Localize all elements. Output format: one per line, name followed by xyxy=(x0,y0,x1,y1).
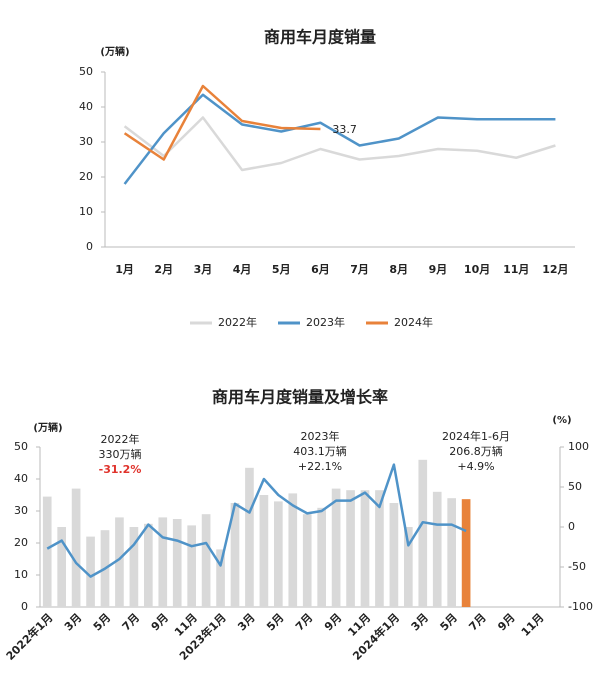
bar xyxy=(144,523,153,607)
x-tick-label: 11月 xyxy=(503,263,529,276)
y-tick-label: 0 xyxy=(86,240,93,253)
legend-label: 2024年 xyxy=(394,315,433,329)
x-tick-label: 11月 xyxy=(519,611,547,639)
annotation: 330万辆 xyxy=(99,447,142,461)
y-tick-label: 40 xyxy=(79,100,93,113)
y-axis-label: (万辆) xyxy=(100,45,129,58)
series-line xyxy=(123,116,556,172)
bar xyxy=(288,493,298,607)
x-tick-label: 3月 xyxy=(409,611,431,633)
bar xyxy=(259,495,269,607)
x-tick-label: 2月 xyxy=(154,263,173,276)
bar xyxy=(346,490,355,607)
bar xyxy=(86,536,95,607)
annotation: 2023年 xyxy=(301,429,340,443)
legend-label: 2022年 xyxy=(218,315,257,329)
x-tick-label: 5月 xyxy=(438,611,460,633)
y2-tick-label: 50 xyxy=(568,480,582,493)
bar xyxy=(389,503,399,607)
bar xyxy=(129,527,139,607)
chart-title: 商用车月度销量 xyxy=(264,28,376,47)
x-tick-label: 3月 xyxy=(194,263,213,276)
y-tick-label: 40 xyxy=(14,472,28,485)
x-tick-label: 5月 xyxy=(91,611,113,633)
annotation: +22.1% xyxy=(298,460,342,473)
y2-tick-label: -50 xyxy=(568,560,586,573)
bar xyxy=(432,491,442,607)
bar xyxy=(317,507,326,607)
bar xyxy=(230,503,240,607)
series-line xyxy=(123,93,556,185)
x-tick-label: 6月 xyxy=(311,263,330,276)
chart-title: 商用车月度销量及增长率 xyxy=(212,388,388,407)
x-tick-label: 10月 xyxy=(464,263,490,276)
bar xyxy=(418,459,428,607)
y2-tick-label: 100 xyxy=(568,440,589,453)
y2-axis-label: (%) xyxy=(552,415,571,426)
y-tick-label: 0 xyxy=(21,600,28,613)
x-tick-label: 9月 xyxy=(322,611,344,633)
y2-tick-label: -100 xyxy=(568,600,593,613)
x-tick-label: 3月 xyxy=(62,611,84,633)
y-tick-label: 10 xyxy=(79,205,93,218)
legend-label: 2023年 xyxy=(306,315,345,329)
bar xyxy=(172,519,182,607)
y-tick-label: 50 xyxy=(14,440,28,453)
y2-tick-label: 0 xyxy=(568,520,575,533)
y-tick-label: 20 xyxy=(14,536,28,549)
y-tick-label: 10 xyxy=(14,568,28,581)
x-tick-label: 9月 xyxy=(495,611,517,633)
annotation: -31.2% xyxy=(99,463,142,476)
annotation: 206.8万辆 xyxy=(449,444,503,458)
x-tick-label: 9月 xyxy=(149,611,171,633)
annotation: 2024年1-6月 xyxy=(442,429,510,443)
x-tick-label: 9月 xyxy=(429,263,448,276)
y-tick-label: 30 xyxy=(79,135,93,148)
x-tick-label: 5月 xyxy=(264,611,286,633)
series-line xyxy=(123,84,321,161)
x-tick-label: 2022年1月 xyxy=(3,610,56,663)
bar xyxy=(447,498,456,607)
y-axis-label: (万辆) xyxy=(33,421,62,434)
y-tick-label: 30 xyxy=(14,504,28,517)
annotation: 403.1万辆 xyxy=(293,444,347,458)
data-label: 33.7 xyxy=(332,123,357,136)
x-tick-label: 12月 xyxy=(542,263,568,276)
x-tick-label: 7月 xyxy=(350,263,369,276)
x-tick-label: 5月 xyxy=(272,263,291,276)
bar xyxy=(404,527,413,607)
bar xyxy=(201,514,211,607)
bar xyxy=(302,514,312,607)
bar xyxy=(360,490,370,607)
bar xyxy=(245,467,254,607)
bar xyxy=(375,490,384,607)
bar xyxy=(187,525,196,607)
series-line xyxy=(46,463,467,578)
bar xyxy=(42,496,52,607)
y-tick-label: 50 xyxy=(79,65,93,78)
x-tick-label: 4月 xyxy=(233,263,252,276)
bar xyxy=(461,499,471,607)
bar xyxy=(274,501,283,607)
y-tick-label: 20 xyxy=(79,170,93,183)
x-tick-label: 3月 xyxy=(235,611,257,633)
annotation: +4.9% xyxy=(457,460,494,473)
bar xyxy=(71,488,81,607)
bar xyxy=(158,517,168,607)
bar xyxy=(216,549,225,607)
annotation: 2022年 xyxy=(101,432,140,446)
x-tick-label: 7月 xyxy=(466,611,488,633)
bar xyxy=(57,527,66,607)
bar xyxy=(331,488,341,607)
x-tick-label: 1月 xyxy=(115,263,134,276)
bar xyxy=(115,517,124,607)
x-tick-label: 8月 xyxy=(389,263,408,276)
x-tick-label: 7月 xyxy=(293,611,315,633)
x-tick-label: 7月 xyxy=(120,611,142,633)
